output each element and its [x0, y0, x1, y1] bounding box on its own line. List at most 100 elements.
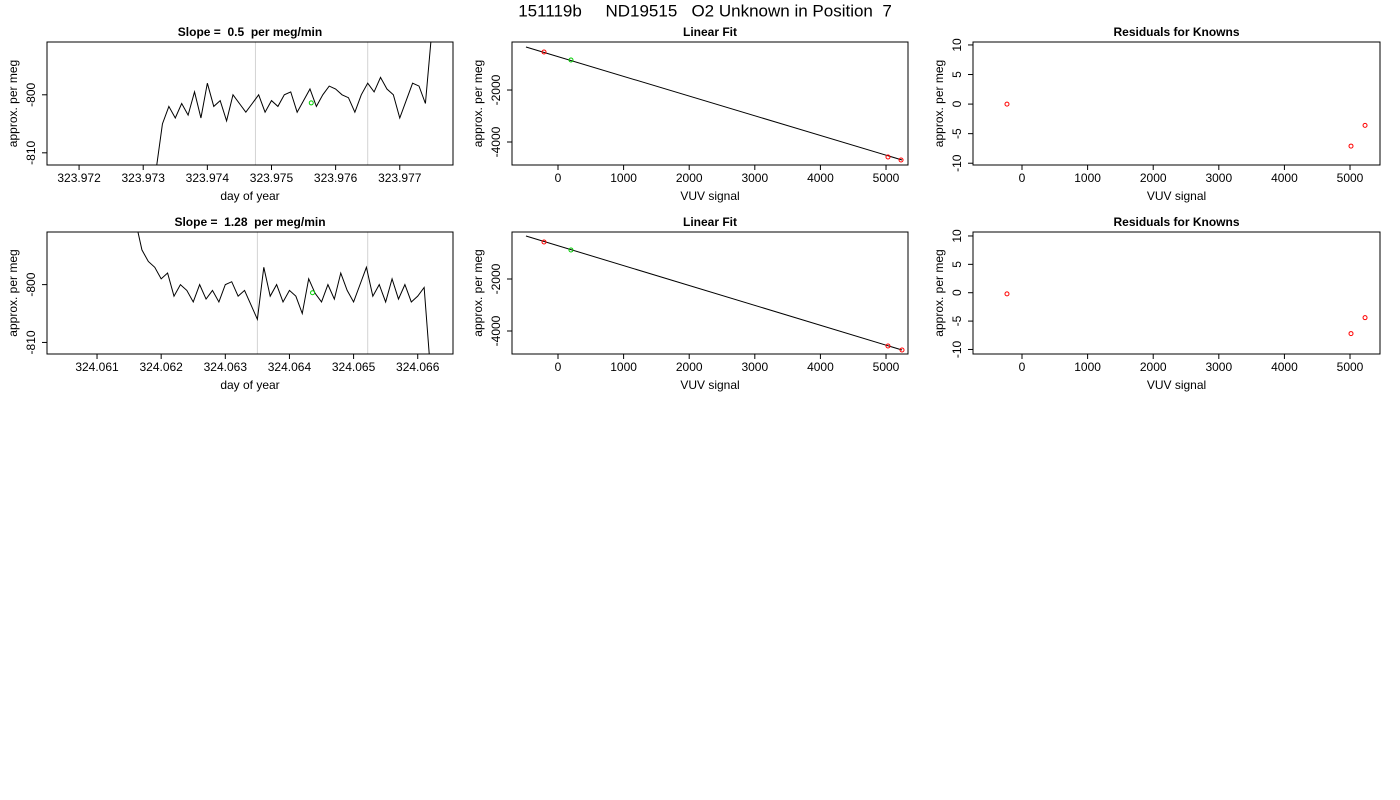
x-axis-label: VUV signal — [680, 378, 739, 392]
x-tick-label: 1000 — [610, 171, 637, 185]
y-tick-label: -810 — [24, 330, 38, 354]
y-axis-label: approx. per meg — [6, 60, 20, 147]
plot-frame — [972, 41, 1381, 166]
x-tick-label: 2000 — [676, 360, 703, 374]
y-tick-label: 5 — [950, 71, 964, 78]
highlight-point — [310, 290, 316, 296]
panel: Slope = 0.5 per meg/min day of year approx… — [6, 25, 454, 203]
plot-frame — [46, 231, 454, 355]
plot-area — [156, 42, 432, 165]
data-point — [1004, 291, 1010, 297]
panel-title: Residuals for Knowns — [1113, 215, 1239, 229]
panel-title: Linear Fit — [683, 25, 737, 39]
x-tick-label: 324.061 — [75, 360, 119, 374]
data-point — [568, 247, 574, 253]
x-tick-label: 324.066 — [396, 360, 440, 374]
y-tick-label: -800 — [24, 82, 38, 106]
plot-area — [525, 46, 904, 163]
y-axis-label: approx. per meg — [932, 249, 946, 336]
x-tick-label: 323.973 — [122, 171, 166, 185]
data-point — [1348, 143, 1354, 149]
data-point — [899, 347, 905, 353]
y-tick-label: -10 — [950, 154, 964, 172]
x-axis-label: day of year — [220, 378, 279, 392]
x-tick-label: 324.063 — [204, 360, 248, 374]
y-tick-label: -10 — [950, 340, 964, 358]
x-axis-label: VUV signal — [680, 189, 739, 203]
x-tick-label: 4000 — [807, 171, 834, 185]
y-axis-label: approx. per meg — [471, 249, 485, 336]
x-tick-label: 4000 — [1271, 171, 1298, 185]
data-point — [885, 154, 891, 160]
x-tick-label: 324.065 — [332, 360, 376, 374]
x-tick-label: 1000 — [1074, 360, 1101, 374]
fit-line — [525, 235, 903, 351]
data-point — [1362, 122, 1368, 128]
plot-frame — [511, 41, 909, 166]
x-tick-label: 5000 — [873, 360, 900, 374]
y-tick-label: 5 — [950, 261, 964, 268]
data-line — [137, 232, 430, 354]
x-tick-label: 323.974 — [186, 171, 230, 185]
y-tick-label: -4000 — [489, 315, 503, 346]
x-tick-label: 0 — [555, 360, 562, 374]
y-axis-label: approx. per meg — [471, 60, 485, 147]
panel-title: Residuals for Knowns — [1113, 25, 1239, 39]
y-tick-label: -2000 — [489, 263, 503, 294]
y-tick-label: -810 — [24, 140, 38, 164]
plot-frame — [972, 231, 1381, 355]
x-tick-label: 323.975 — [250, 171, 294, 185]
y-axis-label: approx. per meg — [932, 60, 946, 147]
x-tick-label: 5000 — [1337, 360, 1364, 374]
x-tick-label: 5000 — [873, 171, 900, 185]
x-tick-label: 3000 — [1205, 360, 1232, 374]
highlight-point — [308, 100, 314, 106]
panel-title: Linear Fit — [683, 215, 737, 229]
panel: Residuals for Knowns VUV signal approx. pe… — [932, 215, 1381, 392]
x-tick-label: 1000 — [1074, 171, 1101, 185]
plot-area — [525, 235, 905, 353]
y-tick-label: -800 — [24, 272, 38, 296]
data-point — [568, 57, 574, 63]
x-axis-label: VUV signal — [1147, 378, 1206, 392]
x-tick-label: 4000 — [807, 360, 834, 374]
plot-area — [1004, 291, 1368, 337]
data-line — [156, 42, 432, 165]
plot-area — [137, 232, 430, 354]
x-tick-label: 5000 — [1337, 171, 1364, 185]
y-axis-label: approx. per meg — [6, 249, 20, 336]
x-tick-label: 3000 — [1205, 171, 1232, 185]
data-point — [898, 157, 904, 163]
panel-title: Slope = 1.28 per meg/min — [174, 215, 325, 229]
x-tick-label: 0 — [555, 171, 562, 185]
x-tick-label: 0 — [1019, 360, 1026, 374]
plot-frame — [511, 231, 909, 355]
y-tick-label: 0 — [950, 289, 964, 296]
figure-title: 151119b ND19515 O2 Unknown in Position 7 — [518, 1, 892, 20]
x-tick-label: 0 — [1019, 171, 1026, 185]
y-tick-label: -5 — [950, 128, 964, 139]
x-axis-label: VUV signal — [1147, 189, 1206, 203]
y-tick-label: 10 — [950, 229, 964, 243]
x-tick-label: 2000 — [676, 171, 703, 185]
y-tick-label: 0 — [950, 100, 964, 107]
x-tick-label: 324.062 — [139, 360, 183, 374]
x-tick-label: 3000 — [741, 360, 768, 374]
x-tick-label: 2000 — [1140, 360, 1167, 374]
x-axis-label: day of year — [220, 189, 279, 203]
x-tick-label: 323.972 — [57, 171, 101, 185]
plot-area — [1004, 101, 1368, 149]
data-point — [541, 239, 547, 245]
x-tick-label: 4000 — [1271, 360, 1298, 374]
x-tick-label: 323.977 — [378, 171, 422, 185]
x-tick-label: 324.064 — [268, 360, 312, 374]
data-point — [1004, 101, 1010, 107]
x-tick-label: 1000 — [610, 360, 637, 374]
y-tick-label: 10 — [950, 38, 964, 52]
data-point — [885, 343, 891, 349]
x-tick-label: 3000 — [741, 171, 768, 185]
panel: Slope = 1.28 per meg/min day of year appro… — [6, 215, 454, 392]
fit-line — [525, 46, 903, 161]
